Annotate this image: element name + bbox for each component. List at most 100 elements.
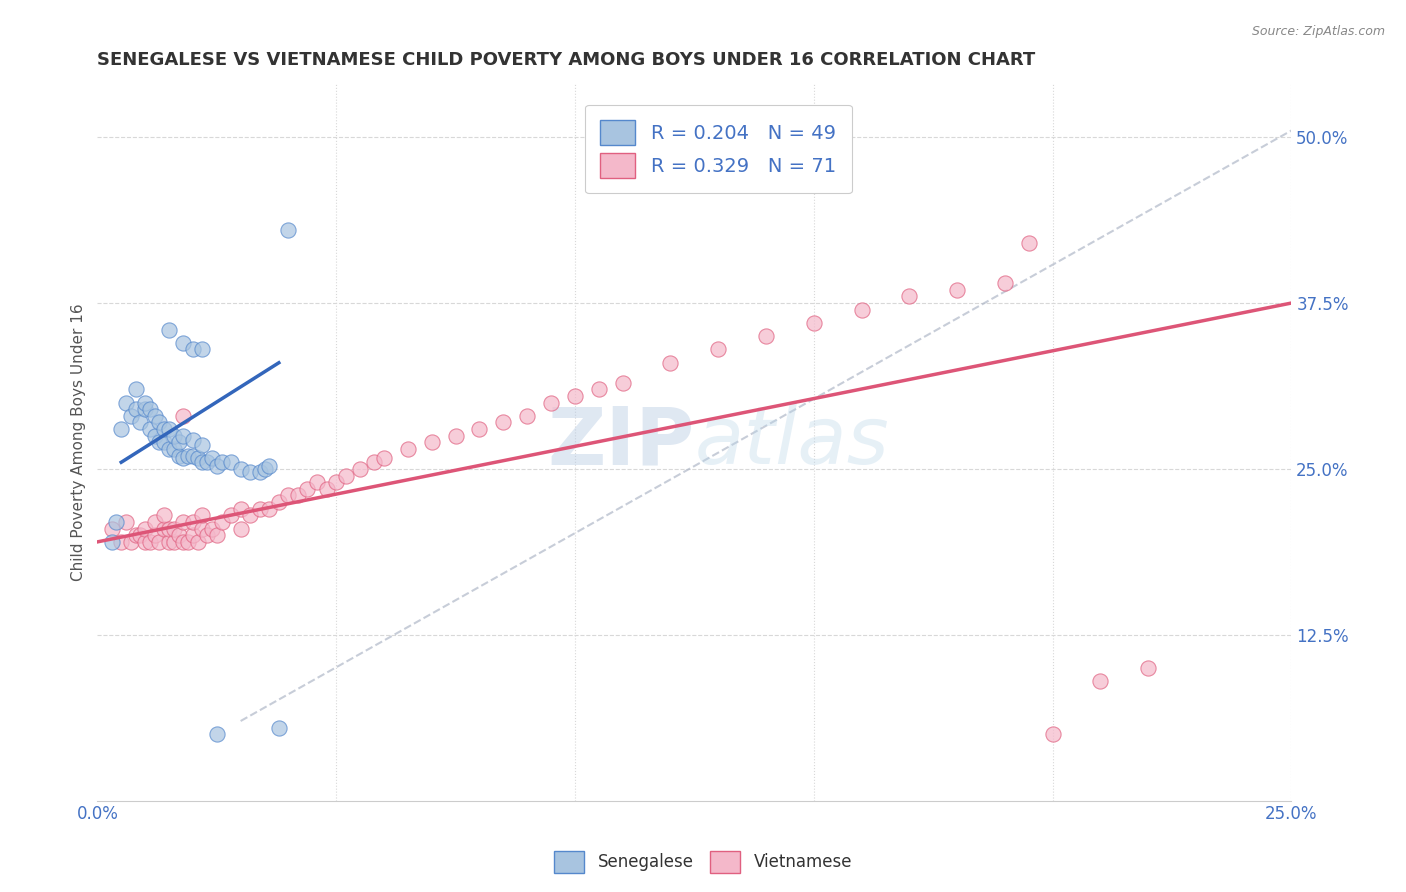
- Point: [612, 376, 634, 390]
- Point: [1137, 661, 1160, 675]
- Text: Source: ZipAtlas.com: Source: ZipAtlas.com: [1251, 25, 1385, 38]
- Text: ZIP: ZIP: [547, 403, 695, 482]
- Point: [181, 515, 204, 529]
- Point: [191, 455, 214, 469]
- Point: [157, 322, 180, 336]
- Point: [157, 422, 180, 436]
- Point: [564, 389, 586, 403]
- Point: [172, 409, 194, 423]
- Point: [181, 343, 204, 357]
- Point: [143, 528, 166, 542]
- Point: [205, 727, 228, 741]
- Point: [124, 382, 146, 396]
- Point: [277, 488, 299, 502]
- Point: [335, 468, 357, 483]
- Point: [187, 451, 209, 466]
- Point: [195, 455, 218, 469]
- Point: [229, 462, 252, 476]
- Text: SENEGALESE VS VIETNAMESE CHILD POVERTY AMONG BOYS UNDER 16 CORRELATION CHART: SENEGALESE VS VIETNAMESE CHILD POVERTY A…: [97, 51, 1036, 69]
- Point: [115, 515, 138, 529]
- Point: [803, 316, 825, 330]
- Point: [143, 428, 166, 442]
- Point: [181, 449, 204, 463]
- Point: [588, 382, 610, 396]
- Point: [134, 522, 156, 536]
- Point: [129, 528, 152, 542]
- Point: [659, 356, 682, 370]
- Point: [191, 508, 214, 523]
- Point: [115, 395, 138, 409]
- Point: [163, 522, 186, 536]
- Point: [153, 508, 176, 523]
- Point: [994, 276, 1017, 290]
- Point: [153, 522, 176, 536]
- Point: [297, 482, 319, 496]
- Point: [259, 459, 281, 474]
- Point: [229, 522, 252, 536]
- Point: [134, 395, 156, 409]
- Point: [211, 515, 233, 529]
- Point: [163, 534, 186, 549]
- Point: [373, 451, 395, 466]
- Point: [707, 343, 730, 357]
- Point: [229, 501, 252, 516]
- Point: [1090, 674, 1112, 689]
- Point: [219, 455, 242, 469]
- Point: [120, 409, 142, 423]
- Point: [468, 422, 491, 436]
- Point: [444, 428, 467, 442]
- Point: [191, 522, 214, 536]
- Point: [1018, 236, 1040, 251]
- Point: [277, 223, 299, 237]
- Point: [134, 534, 156, 549]
- Point: [249, 465, 271, 479]
- Point: [946, 283, 969, 297]
- Point: [191, 438, 214, 452]
- Point: [143, 515, 166, 529]
- Point: [124, 402, 146, 417]
- Point: [157, 534, 180, 549]
- Point: [177, 534, 200, 549]
- Point: [492, 416, 515, 430]
- Point: [172, 451, 194, 466]
- Point: [148, 416, 170, 430]
- Point: [139, 402, 162, 417]
- Legend: R = 0.204   N = 49, R = 0.329   N = 71: R = 0.204 N = 49, R = 0.329 N = 71: [585, 104, 852, 194]
- Point: [172, 515, 194, 529]
- Y-axis label: Child Poverty Among Boys Under 16: Child Poverty Among Boys Under 16: [72, 303, 86, 582]
- Point: [1042, 727, 1064, 741]
- Point: [253, 462, 276, 476]
- Point: [172, 335, 194, 350]
- Point: [105, 515, 128, 529]
- Point: [100, 522, 122, 536]
- Point: [181, 433, 204, 447]
- Point: [205, 528, 228, 542]
- Point: [267, 721, 290, 735]
- Point: [139, 534, 162, 549]
- Point: [163, 428, 186, 442]
- Point: [153, 422, 176, 436]
- Point: [110, 422, 132, 436]
- Point: [148, 435, 170, 450]
- Point: [100, 534, 122, 549]
- Point: [219, 508, 242, 523]
- Point: [259, 501, 281, 516]
- Point: [134, 402, 156, 417]
- Point: [129, 416, 152, 430]
- Point: [249, 501, 271, 516]
- Point: [120, 534, 142, 549]
- Point: [167, 528, 190, 542]
- Point: [205, 459, 228, 474]
- Point: [349, 462, 371, 476]
- Point: [239, 465, 262, 479]
- Point: [325, 475, 347, 490]
- Point: [755, 329, 778, 343]
- Point: [143, 409, 166, 423]
- Legend: Senegalese, Vietnamese: Senegalese, Vietnamese: [547, 845, 859, 880]
- Point: [163, 442, 186, 456]
- Point: [287, 488, 309, 502]
- Point: [363, 455, 385, 469]
- Point: [181, 528, 204, 542]
- Point: [153, 435, 176, 450]
- Point: [195, 528, 218, 542]
